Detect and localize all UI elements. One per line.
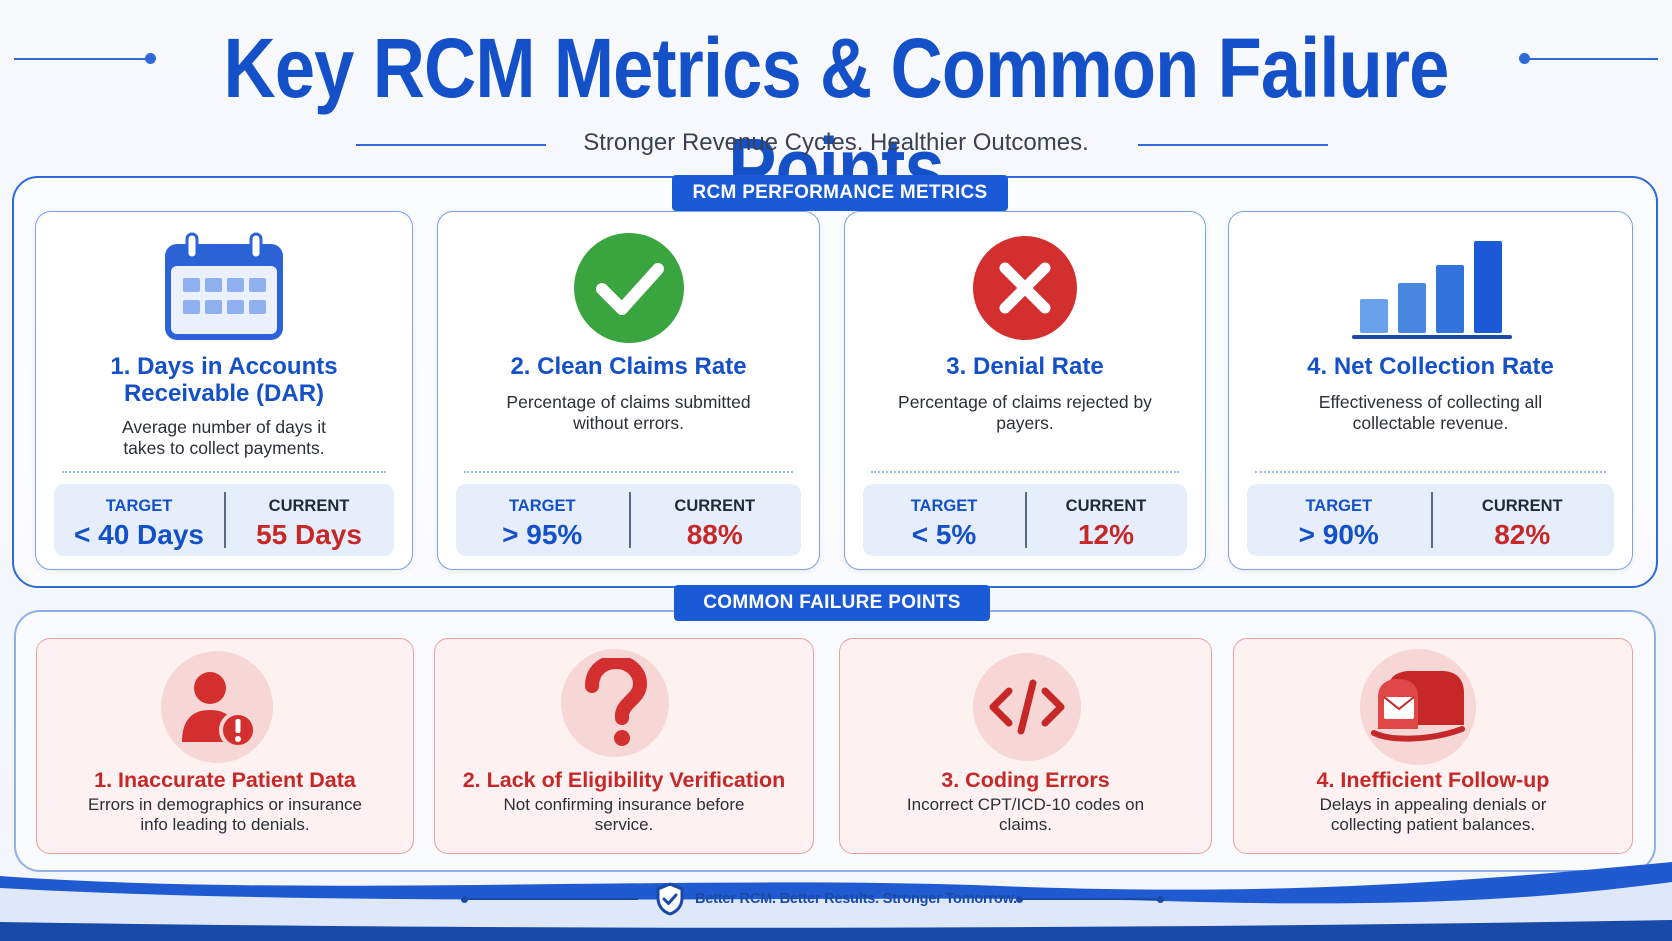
- dotted-divider: [871, 471, 1179, 473]
- failures-section-label: COMMON FAILURE POINTS: [674, 585, 990, 621]
- failure-card-eligibility: 2. Lack of Eligibility Verification Not …: [434, 638, 814, 854]
- failure-title: 2. Lack of Eligibility Verification: [462, 768, 786, 792]
- failure-icon-circle: [1360, 649, 1476, 765]
- target-label: TARGET: [910, 497, 978, 515]
- target-value: > 90%: [1298, 519, 1379, 550]
- metric-description: Average number of days it takes to colle…: [122, 417, 326, 458]
- current-label: CURRENT: [1481, 497, 1563, 515]
- failure-card-follow-up: 4. Inefficient Follow-up Delays in appea…: [1233, 638, 1633, 854]
- footer-right-line: [1022, 898, 1158, 900]
- calendar-icon: [165, 232, 283, 340]
- metric-description: Percentage of claims submitted without e…: [506, 392, 751, 433]
- target-label: TARGET: [105, 497, 173, 515]
- failure-card-patient-data: 1. Inaccurate Patient Data Errors in dem…: [36, 638, 414, 854]
- current-value: 12%: [1077, 519, 1135, 550]
- failure-description: Errors in demographics or insurance info…: [87, 795, 362, 834]
- metric-card-denial-rate: 3. Denial Rate Percentage of claims reje…: [844, 211, 1206, 570]
- failure-description: Not confirming insurance before service.: [503, 795, 745, 834]
- current-label: CURRENT: [1065, 497, 1147, 515]
- current-value: 82%: [1494, 519, 1551, 550]
- mailbox-icon: [1371, 671, 1465, 742]
- dotted-divider: [464, 471, 793, 473]
- dotted-divider: [1255, 471, 1606, 473]
- failure-title: 4. Inefficient Follow-up: [1316, 768, 1550, 792]
- footer-wave: [0, 862, 1672, 941]
- page-subtitle: Stronger Revenue Cycles. Healthier Outco…: [583, 129, 1089, 156]
- subtitle-right-line: [1138, 144, 1328, 146]
- subtitle-left-line: [356, 144, 546, 146]
- footer-bar: Better RCM. Better Results. Stronger Tom…: [0, 878, 1672, 920]
- metric-card-clean-claims: 2. Clean Claims Rate Percentage of claim…: [437, 211, 820, 570]
- metric-card-dar: 1. Days in Accounts Receivable (DAR) Ave…: [35, 211, 413, 570]
- dotted-divider: [62, 471, 386, 473]
- title-left-line: [14, 58, 146, 60]
- failure-description: Incorrect CPT/ICD-10 codes on claims.: [906, 795, 1145, 834]
- question-mark-icon: [585, 658, 648, 746]
- failure-title: 3. Coding Errors: [941, 768, 1110, 792]
- metric-stats: TARGET > 90% CURRENT 82%: [1247, 484, 1614, 556]
- footer-right-dot-b: [1157, 895, 1164, 903]
- metric-title: 3. Denial Rate: [946, 353, 1104, 380]
- x-mark-icon: [973, 236, 1077, 340]
- target-value: > 95%: [502, 519, 583, 550]
- failure-card-coding-errors: 3. Coding Errors Incorrect CPT/ICD-10 co…: [839, 638, 1212, 854]
- metric-stats: TARGET > 95% CURRENT 88%: [456, 484, 801, 556]
- target-label: TARGET: [1305, 497, 1373, 515]
- metric-description: Percentage of claims rejected by payers.: [898, 392, 1152, 433]
- target-value: < 40 Days: [74, 519, 204, 550]
- checkmark-icon: [573, 233, 684, 343]
- code-icon: [989, 679, 1065, 735]
- current-label: CURRENT: [268, 497, 350, 515]
- metric-title: 4. Net Collection Rate: [1307, 353, 1554, 380]
- user-alert-icon: [182, 672, 257, 749]
- title-right-dot: [1519, 53, 1530, 64]
- failure-title: 1. Inaccurate Patient Data: [94, 768, 356, 792]
- footer-left-dot: [461, 895, 468, 903]
- metric-title: 2. Clean Claims Rate: [510, 353, 747, 380]
- footer-right-dot-a: [1016, 895, 1023, 903]
- failure-description: Delays in appealing denials or collectin…: [1319, 795, 1547, 834]
- failure-icon-circle: [561, 649, 669, 757]
- metrics-section-label: RCM PERFORMANCE METRICS: [672, 175, 1008, 211]
- metric-card-net-collection: 4. Net Collection Rate Effectiveness of …: [1228, 211, 1633, 570]
- title-left-dot: [145, 53, 156, 64]
- current-value: 88%: [686, 519, 743, 550]
- metric-description: Effectiveness of collecting all collecta…: [1318, 392, 1543, 433]
- shield-check-icon: [656, 882, 684, 916]
- title-right-line: [1528, 58, 1658, 60]
- failure-icon-circle: [161, 651, 273, 763]
- current-value: 55 Days: [256, 519, 362, 550]
- target-value: < 5%: [911, 519, 977, 550]
- target-label: TARGET: [508, 497, 576, 515]
- metric-stats: TARGET < 40 Days CURRENT 55 Days: [54, 484, 394, 556]
- footer-tagline: Better RCM. Better Results. Stronger Tom…: [695, 891, 1017, 907]
- footer-left-line: [468, 898, 638, 900]
- metric-title: 1. Days in Accounts Receivable (DAR): [110, 353, 338, 407]
- metric-stats: TARGET < 5% CURRENT 12%: [863, 484, 1187, 556]
- bar-chart-icon: [1351, 241, 1512, 339]
- current-label: CURRENT: [674, 497, 756, 515]
- failure-icon-circle: [973, 653, 1081, 761]
